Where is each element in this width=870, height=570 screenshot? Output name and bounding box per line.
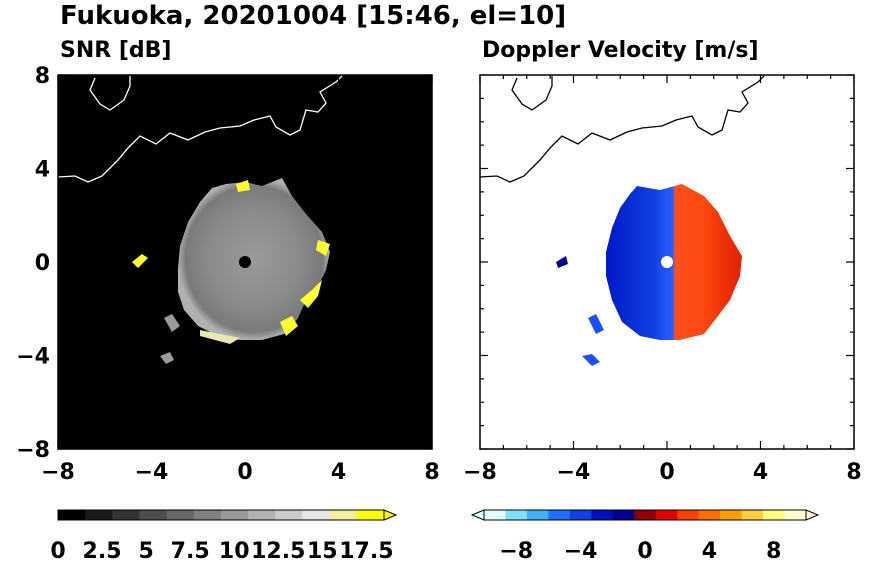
colorbar-segment <box>591 510 614 520</box>
colorbar-segment <box>166 510 195 520</box>
colorbar-segment <box>302 510 331 520</box>
colorbar-segment <box>763 510 786 520</box>
colorbar-tick-label: 0 <box>637 539 652 564</box>
colorbar-tick-label: 17.5 <box>339 539 393 564</box>
colorbar-segment <box>612 510 635 520</box>
colorbar-segment <box>720 510 743 520</box>
colorbar-tick-label: −4 <box>564 539 598 564</box>
colorbar-segment <box>698 510 721 520</box>
snr-axis-ticks: −8−8 −4 −4 0 0 4 4 8 8 <box>16 64 439 485</box>
snr-panel-title: SNR [dB] <box>60 38 171 63</box>
snr-edge-highlight <box>236 180 250 192</box>
velocity-stray-echo <box>582 354 600 366</box>
colorbar-extend-max <box>805 509 820 521</box>
snr-panel: −8−8 −4 −4 0 0 4 4 8 8 <box>16 64 439 485</box>
colorbar-segment <box>505 510 528 520</box>
colorbar-extend-min <box>470 509 485 521</box>
colorbar-segment <box>634 510 657 520</box>
colorbar-segment <box>248 510 276 520</box>
colorbar-segment <box>677 510 700 520</box>
velocity-radar-site <box>661 256 673 268</box>
colorbar-tick-label: 15 <box>307 539 338 564</box>
velocity-stray-echo <box>588 314 604 334</box>
x-tick-label: −8 <box>463 460 497 485</box>
colorbar-segment <box>85 510 113 520</box>
y-tick-label: 8 <box>35 64 50 89</box>
x-tick-label: −4 <box>557 460 591 485</box>
velocity-panel-title: Doppler Velocity [m/s] <box>482 38 759 63</box>
snr-radar-site <box>239 256 251 268</box>
colorbar-tick-label: 2.5 <box>83 539 122 564</box>
velocity-stray-echo <box>556 256 568 268</box>
x-tick-label: −4 <box>135 460 169 485</box>
colorbar-segment <box>329 510 358 520</box>
colorbar-tick-label: −8 <box>499 539 533 564</box>
x-tick-label: 4 <box>331 460 346 485</box>
x-tick-label: 8 <box>846 460 861 485</box>
colorbar-tick-label: 7.5 <box>171 539 210 564</box>
colorbar-segment <box>784 510 807 520</box>
colorbar-frame <box>57 509 385 521</box>
colorbar-segment <box>548 510 571 520</box>
y-tick-label: −8 <box>16 438 50 463</box>
colorbar-tick-label: 12.5 <box>251 539 305 564</box>
y-tick-label: 4 <box>35 158 50 183</box>
snr-stray-echo <box>132 254 148 268</box>
colorbar-segment <box>139 510 168 520</box>
colorbar-tick-label: 10 <box>219 539 250 564</box>
x-tick-label: 4 <box>753 460 768 485</box>
figure-title: Fukuoka, 20201004 [15:46, el=10] <box>60 1 566 31</box>
velocity-coastline <box>480 75 765 183</box>
colorbar-segment <box>193 510 222 520</box>
colorbar-segment <box>655 510 678 520</box>
colorbar-tick-label: 5 <box>138 539 153 564</box>
colorbar-segment <box>112 510 140 520</box>
snr-colorbar: 0 2.5 5 7.5 10 12.5 15 17.5 <box>50 509 398 564</box>
colorbar-segment <box>275 510 303 520</box>
y-tick-label: 0 <box>35 251 50 276</box>
colorbar-segment <box>526 510 549 520</box>
x-tick-label: 0 <box>237 460 252 485</box>
x-tick-label: 0 <box>659 460 674 485</box>
colorbar-segment <box>221 510 249 520</box>
x-tick-label: −8 <box>41 460 75 485</box>
snr-stray-echo <box>160 352 174 364</box>
snr-edge-highlight <box>280 316 298 336</box>
x-tick-label: 8 <box>424 460 439 485</box>
velocity-echo-region <box>606 184 742 340</box>
colorbar-segment <box>741 510 764 520</box>
colorbar-tick-label: 4 <box>702 539 717 564</box>
snr-coastline <box>58 75 343 183</box>
colorbar-tick-label: 8 <box>766 539 781 564</box>
snr-stray-echo <box>164 314 180 332</box>
velocity-colorbar: −8 −4 0 4 8 <box>470 509 820 564</box>
snr-edge-highlight <box>300 280 322 308</box>
y-tick-label: −4 <box>16 345 50 370</box>
colorbar-segment <box>58 510 86 520</box>
snr-edge-highlight <box>200 330 240 344</box>
velocity-axis-ticks: −8 −4 0 4 8 <box>463 74 862 485</box>
snr-echo-region <box>178 178 330 340</box>
snr-edge-highlight <box>316 240 330 256</box>
velocity-panel: −8 −4 0 4 8 <box>463 74 862 485</box>
colorbar-tick-label: 0 <box>50 539 65 564</box>
colorbar-extend-max <box>383 509 398 521</box>
colorbar-segment <box>484 510 506 520</box>
colorbar-frame <box>483 509 807 521</box>
colorbar-segment <box>569 510 592 520</box>
colorbar-segment <box>356 510 385 520</box>
